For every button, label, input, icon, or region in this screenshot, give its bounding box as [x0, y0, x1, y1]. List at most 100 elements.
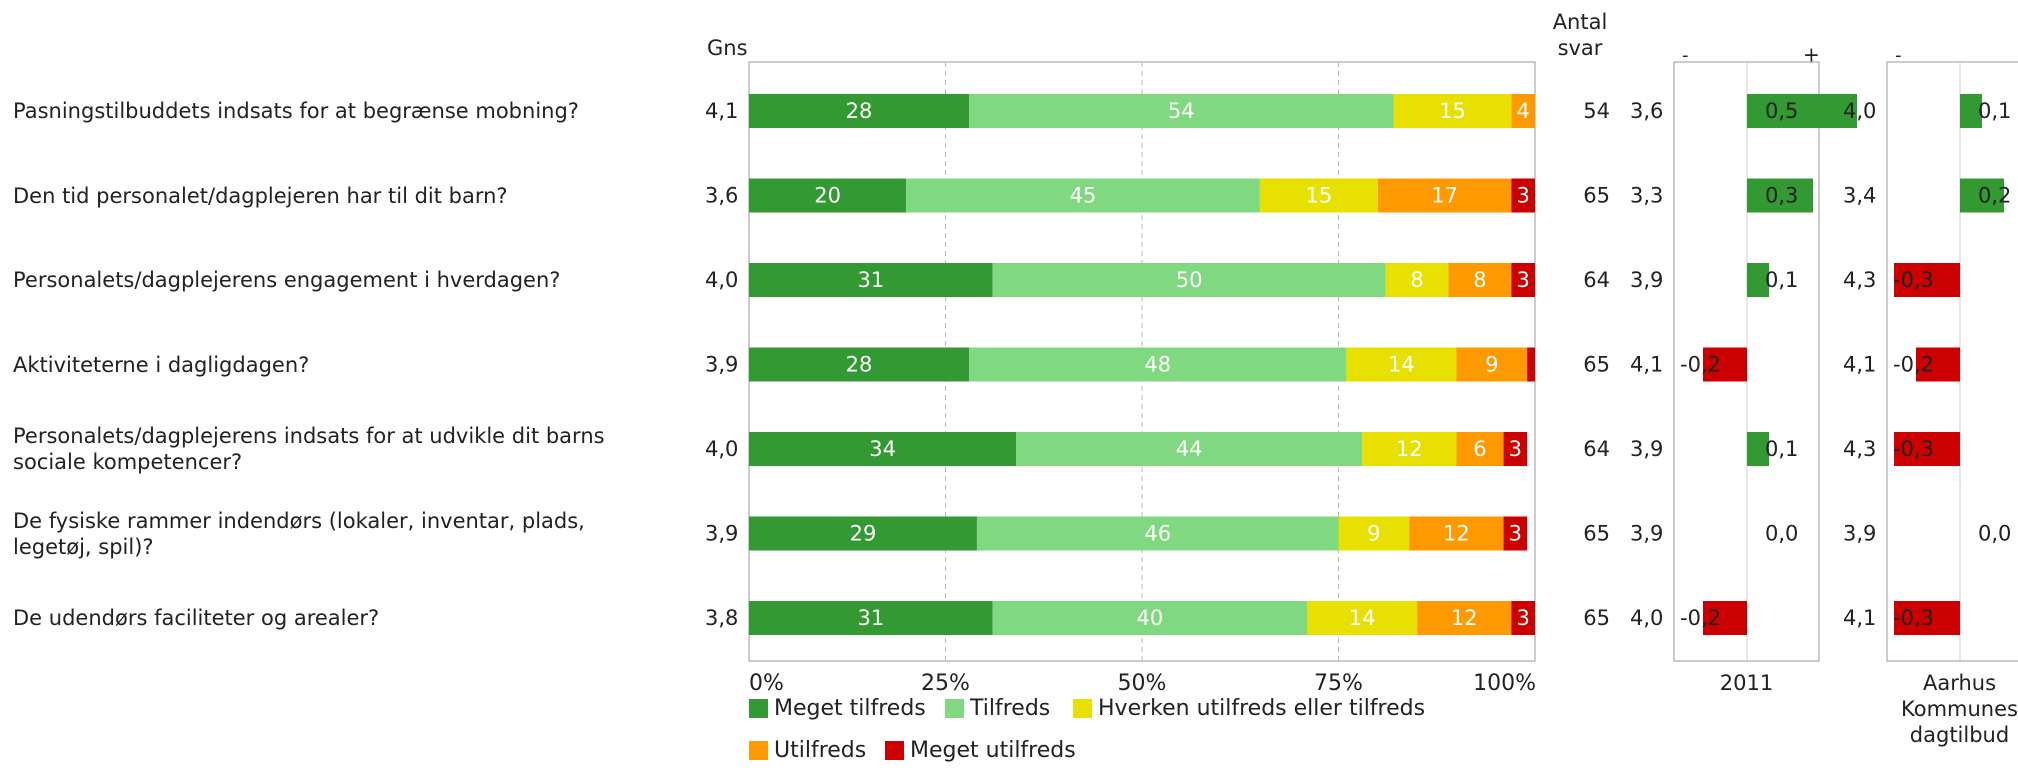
- diff-bar: [1894, 601, 1960, 635]
- bar-segment: [1448, 263, 1512, 297]
- data-label: 3: [1517, 606, 1530, 630]
- comparison-mean: 4,1: [1843, 606, 1876, 630]
- diff-label: -0,3: [1893, 437, 1934, 461]
- data-label: 31: [857, 606, 884, 630]
- legend-swatch: [749, 699, 768, 718]
- comparison-label: Aarhus: [1923, 671, 1996, 695]
- data-label: 15: [1439, 99, 1466, 123]
- count-value: 65: [1583, 184, 1610, 208]
- diff-bar: [1916, 347, 1960, 382]
- bar-segment: [992, 601, 1308, 635]
- plus-sign: +: [1803, 43, 1820, 67]
- data-label: 12: [1451, 606, 1478, 630]
- minus-sign: -: [1682, 45, 1689, 66]
- bar-segment: [1346, 347, 1457, 382]
- diff-bar: [1703, 601, 1747, 635]
- data-label: 14: [1388, 353, 1415, 377]
- mean-value: 4,0: [705, 437, 738, 461]
- comparison-label: Kommunes: [1901, 697, 2018, 721]
- mean-value: 3,6: [705, 184, 738, 208]
- bar-segment: [1377, 178, 1512, 213]
- data-label: 54: [1168, 99, 1195, 123]
- bar-segment: [1503, 516, 1528, 551]
- mean-header: Gns: [707, 36, 748, 60]
- bar-segment: [1393, 94, 1512, 128]
- data-label: 50: [1176, 268, 1203, 292]
- bar-segment: [1307, 601, 1418, 635]
- diff-label: 0,0: [1765, 522, 1798, 546]
- comparison-label: dagtilbud: [1910, 723, 2009, 747]
- legend-label: Utilfreds: [774, 738, 867, 763]
- question-label: Personalets/dagplejerens indsats for at …: [13, 424, 605, 474]
- legend-label: Hverken utilfreds eller tilfreds: [1098, 696, 1426, 721]
- bar-segment: [749, 263, 993, 297]
- legend-label: Meget utilfreds: [910, 738, 1076, 763]
- bar-segment: [1503, 432, 1528, 466]
- bar-segment: [992, 263, 1386, 297]
- bar-segment: [1511, 263, 1535, 297]
- data-label: 3: [1509, 437, 1522, 461]
- bar-segment: [1527, 347, 1535, 382]
- data-label: 14: [1349, 606, 1376, 630]
- bar-segment: [1385, 263, 1449, 297]
- data-label: 9: [1485, 353, 1498, 377]
- bar-segment: [969, 94, 1394, 128]
- data-label: 20: [814, 184, 841, 208]
- diff-bar: [1703, 347, 1747, 382]
- question-label: De fysiske rammer indendørs (lokaler, in…: [13, 508, 585, 559]
- bar-segment: [1417, 601, 1512, 635]
- data-label: 15: [1305, 184, 1332, 208]
- bar-segment: [749, 516, 977, 551]
- diff-label: -0,2: [1893, 353, 1934, 377]
- bar-segment: [749, 178, 907, 213]
- diff-bar: [1960, 94, 1982, 128]
- legend-item: Hverken utilfreds eller tilfreds: [1073, 696, 1425, 721]
- data-label: 12: [1443, 522, 1470, 546]
- question-label: De udendørs faciliteter og arealer?: [13, 606, 380, 630]
- count-value: 65: [1583, 522, 1610, 546]
- bar-segment: [969, 347, 1347, 382]
- bar-segment: [749, 432, 1017, 466]
- question-label: Personalets/dagplejerens engagement i hv…: [13, 268, 561, 292]
- bar-segment: [1456, 432, 1504, 466]
- data-label: 44: [1176, 437, 1203, 461]
- comparison-mean: 4,1: [1843, 353, 1876, 377]
- diff-bar: [1894, 263, 1960, 297]
- bar-segment: [749, 94, 970, 128]
- legend-swatch: [945, 699, 964, 718]
- minus-sign: -: [1895, 45, 1902, 66]
- x-tick-label: 50%: [1118, 671, 1167, 696]
- diff-bar: [1747, 432, 1769, 466]
- bar-segment: [1409, 516, 1504, 551]
- legend-item: Meget tilfreds: [749, 696, 926, 721]
- data-label: 17: [1431, 184, 1458, 208]
- diff-label: 0,1: [1765, 268, 1798, 292]
- bar-segment: [1511, 178, 1535, 213]
- legend-item: Utilfreds: [749, 738, 866, 763]
- x-tick-label: 75%: [1314, 671, 1363, 696]
- legend-swatch: [1073, 699, 1092, 718]
- count-value: 65: [1583, 353, 1610, 377]
- data-label: 3: [1517, 268, 1530, 292]
- comparison-mean: 3,9: [1630, 268, 1663, 292]
- diff-label: -0,3: [1893, 268, 1934, 292]
- data-label: 40: [1136, 606, 1163, 630]
- diff-label: -0,2: [1680, 606, 1721, 630]
- data-label: 34: [869, 437, 896, 461]
- data-label: 48: [1144, 353, 1171, 377]
- count-header: Antal: [1553, 10, 1608, 34]
- comparison-mean: 4,0: [1843, 99, 1876, 123]
- bar-segment: [749, 601, 993, 635]
- diff-label: -0,2: [1680, 353, 1721, 377]
- diff-bar: [1747, 94, 1857, 128]
- bar-segment: [1511, 601, 1535, 635]
- comparison-mean: 4,1: [1630, 353, 1663, 377]
- data-label: 8: [1473, 268, 1486, 292]
- comparison-label: 2011: [1720, 671, 1773, 695]
- data-label: 29: [850, 522, 877, 546]
- legend-item: Tilfreds: [945, 696, 1050, 721]
- comparison-mean: 3,3: [1630, 184, 1663, 208]
- bar-segment: [1511, 94, 1535, 128]
- legend-swatch: [885, 741, 904, 760]
